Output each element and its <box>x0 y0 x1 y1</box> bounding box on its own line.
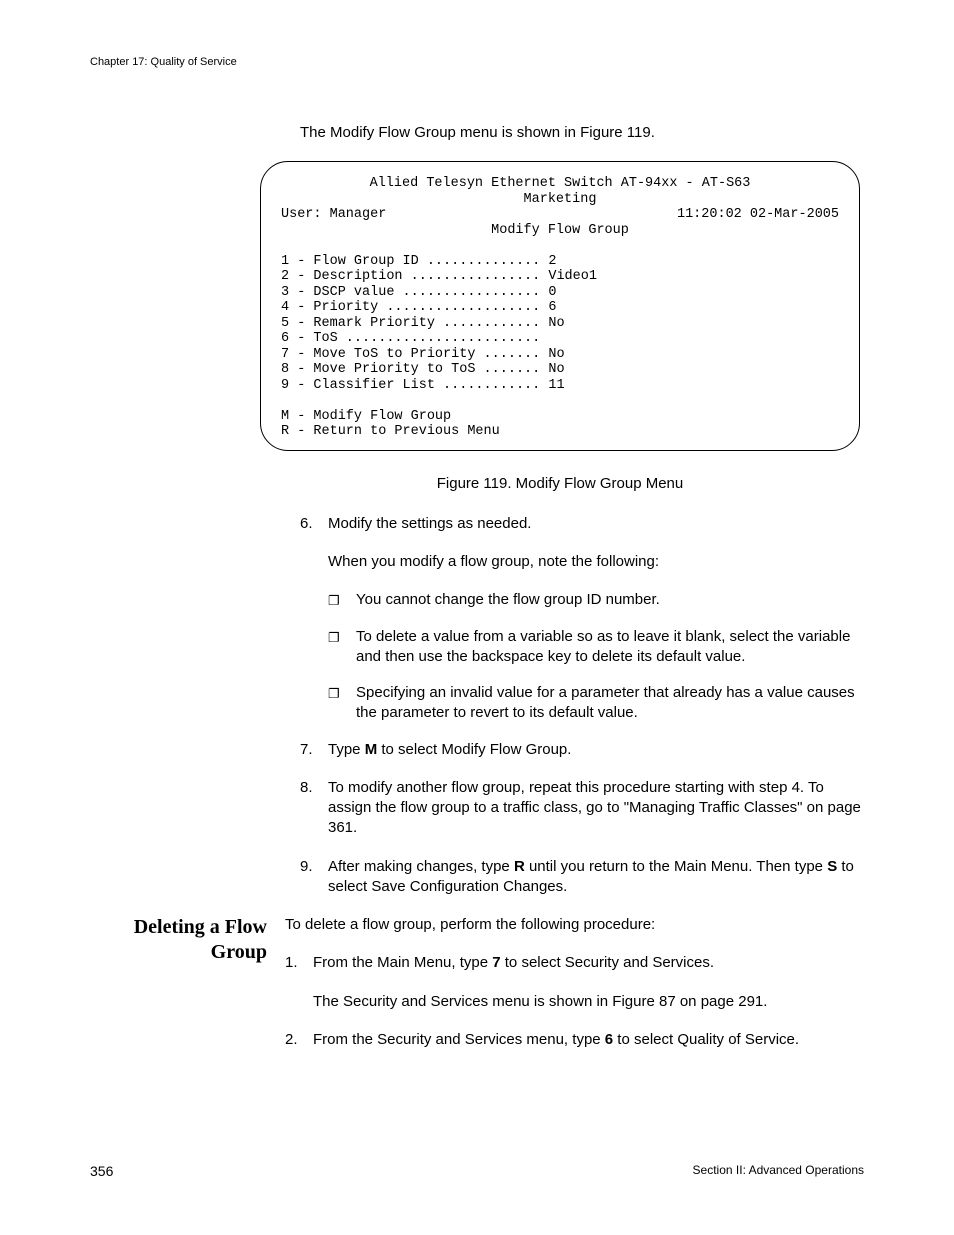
step-number: 6. <box>300 514 328 534</box>
step-number: 1. <box>285 953 313 973</box>
terminal-user: User: Manager <box>281 207 386 223</box>
terminal-menu-title: Modify Flow Group <box>281 223 839 239</box>
terminal-line: 6 - ToS ........................ <box>281 331 839 347</box>
terminal-line <box>281 393 839 409</box>
terminal-line: 2 - Description ................ Video1 <box>281 269 839 285</box>
page-number: 356 <box>90 1163 113 1179</box>
step-text: From the Security and Services menu, typ… <box>313 1030 864 1050</box>
step-number: 8. <box>300 778 328 839</box>
bullet-text: Specifying an invalid value for a parame… <box>356 683 864 724</box>
footer-section: Section II: Advanced Operations <box>693 1163 864 1179</box>
step-1: 1. From the Main Menu, type 7 to select … <box>285 953 864 973</box>
step-text: Type M to select Modify Flow Group. <box>328 740 864 760</box>
terminal-line: R - Return to Previous Menu <box>281 424 839 440</box>
step-number: 9. <box>300 857 328 898</box>
bullet-text: To delete a value from a variable so as … <box>356 627 864 668</box>
terminal-line: 4 - Priority ................... 6 <box>281 300 839 316</box>
section-intro: To delete a flow group, perform the foll… <box>285 915 864 935</box>
step-9: 9. After making changes, type R until yo… <box>300 857 864 898</box>
step-text: To modify another flow group, repeat thi… <box>328 778 864 839</box>
step-7: 7. Type M to select Modify Flow Group. <box>300 740 864 760</box>
terminal-line: 9 - Classifier List ............ 11 <box>281 378 839 394</box>
step-number: 7. <box>300 740 328 760</box>
bullet-item: ❐ Specifying an invalid value for a para… <box>328 683 864 724</box>
step-number: 2. <box>285 1030 313 1050</box>
terminal-line: 1 - Flow Group ID .............. 2 <box>281 254 839 270</box>
terminal-title-2: Marketing <box>281 192 839 208</box>
step-8: 8. To modify another flow group, repeat … <box>300 778 864 839</box>
terminal-line: M - Modify Flow Group <box>281 409 839 425</box>
step-text: From the Main Menu, type 7 to select Sec… <box>313 953 864 973</box>
step-1-after: The Security and Services menu is shown … <box>313 992 864 1012</box>
bullet-item: ❐ To delete a value from a variable so a… <box>328 627 864 668</box>
step-2: 2. From the Security and Services menu, … <box>285 1030 864 1050</box>
page-footer: 356 Section II: Advanced Operations <box>90 1163 864 1179</box>
section-heading: Deleting a Flow Group <box>90 915 285 1068</box>
step-6-note: When you modify a flow group, note the f… <box>328 552 864 572</box>
terminal-line: 7 - Move ToS to Priority ....... No <box>281 347 839 363</box>
step-text: Modify the settings as needed. <box>328 514 864 534</box>
bullet-icon: ❐ <box>328 627 356 668</box>
figure-caption: Figure 119. Modify Flow Group Menu <box>260 475 860 492</box>
terminal-line: 8 - Move Priority to ToS ....... No <box>281 362 839 378</box>
bullet-icon: ❐ <box>328 590 356 610</box>
intro-text: The Modify Flow Group menu is shown in F… <box>300 124 864 141</box>
terminal-screen: Allied Telesyn Ethernet Switch AT-94xx -… <box>260 161 860 451</box>
terminal-title-1: Allied Telesyn Ethernet Switch AT-94xx -… <box>281 176 839 192</box>
terminal-line: 3 - DSCP value ................. 0 <box>281 285 839 301</box>
terminal-timestamp: 11:20:02 02-Mar-2005 <box>677 207 839 223</box>
step-6: 6. Modify the settings as needed. <box>300 514 864 534</box>
terminal-line: 5 - Remark Priority ............ No <box>281 316 839 332</box>
chapter-header: Chapter 17: Quality of Service <box>90 56 864 68</box>
step-text: After making changes, type R until you r… <box>328 857 864 898</box>
bullet-item: ❐ You cannot change the flow group ID nu… <box>328 590 864 610</box>
bullet-text: You cannot change the flow group ID numb… <box>356 590 660 610</box>
bullet-icon: ❐ <box>328 683 356 724</box>
